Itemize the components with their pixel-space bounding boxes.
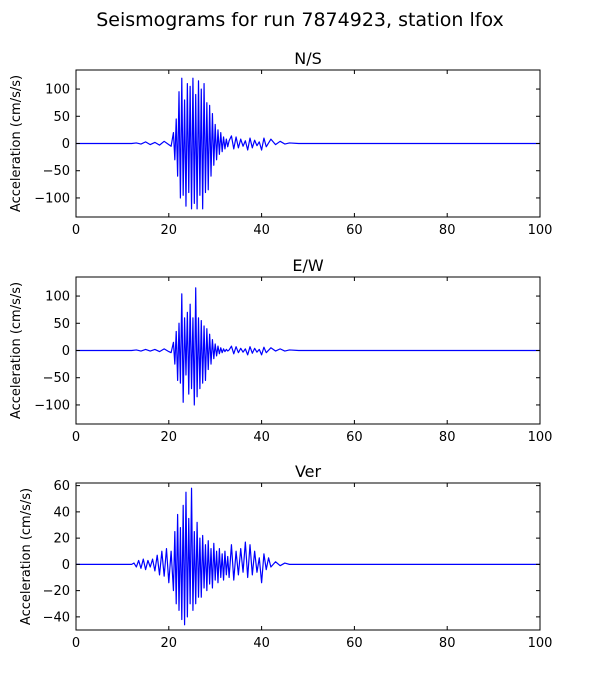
series-line-ns <box>76 77 540 210</box>
x-tick-label: 80 <box>439 430 456 445</box>
subplot-ver: Ver Acceleration (cm/s/s) 0 20 40 60 80 100 −40 −… <box>19 462 552 651</box>
axes-frame-ew <box>75 276 541 425</box>
x-tick-label: 40 <box>253 636 270 651</box>
x-tick-label: 0 <box>72 636 80 651</box>
x-tick-label: 100 <box>528 430 553 445</box>
x-tick-label: 20 <box>161 636 178 651</box>
x-tick-label: 40 <box>253 223 270 238</box>
axes-frame-ns <box>75 69 541 218</box>
axes-frame-ver <box>75 482 541 631</box>
figure-title: Seismograms for run 7874923, station lfo… <box>96 9 504 31</box>
x-tick-label: 60 <box>346 223 363 238</box>
x-tick-label: 0 <box>72 223 80 238</box>
x-tick-label: 20 <box>161 223 178 238</box>
y-axis-label-ver: Acceleration (cm/s/s) <box>19 488 34 625</box>
subplot-title-ver: Ver <box>295 462 322 481</box>
y-tick-label: 20 <box>53 532 70 547</box>
x-tick-label: 0 <box>72 430 80 445</box>
y-tick-label: −20 <box>43 584 70 599</box>
y-tick-label: 60 <box>53 479 70 494</box>
x-tick-label: 80 <box>439 223 456 238</box>
y-tick-label: 0 <box>62 137 70 152</box>
subplot-ew: E/W Acceleration (cm/s/s) 0 20 40 60 80 100 −100… <box>9 256 552 445</box>
x-tick-label: 60 <box>346 430 363 445</box>
x-tick-label: 40 <box>253 430 270 445</box>
y-tick-label: −100 <box>34 398 70 413</box>
x-tick-label: 100 <box>528 636 553 651</box>
subplot-title-ew: E/W <box>292 256 324 275</box>
y-tick-label: 0 <box>62 558 70 573</box>
y-axis-label-ns: Acceleration (cm/s/s) <box>9 75 24 212</box>
x-tick-label: 60 <box>346 636 363 651</box>
subplot-title-ns: N/S <box>294 49 322 68</box>
y-tick-label: 100 <box>45 83 70 98</box>
subplot-ns: N/S Acceleration (cm/s/s) 0 20 40 60 80 100 −100… <box>9 49 552 238</box>
y-tick-label: 40 <box>53 505 70 520</box>
x-tick-label: 100 <box>528 223 553 238</box>
y-tick-label: 50 <box>53 317 70 332</box>
y-axis-label-ew: Acceleration (cm/s/s) <box>9 282 24 419</box>
series-line-ew <box>76 287 540 406</box>
y-tick-label: 100 <box>45 290 70 305</box>
series-line-ver <box>76 487 540 626</box>
y-tick-label: 50 <box>53 110 70 125</box>
y-tick-label: −50 <box>43 164 70 179</box>
y-tick-label: −50 <box>43 371 70 386</box>
y-tick-label: −40 <box>43 610 70 625</box>
x-tick-label: 80 <box>439 636 456 651</box>
y-tick-label: 0 <box>62 344 70 359</box>
y-tick-label: −100 <box>34 191 70 206</box>
x-tick-label: 20 <box>161 430 178 445</box>
